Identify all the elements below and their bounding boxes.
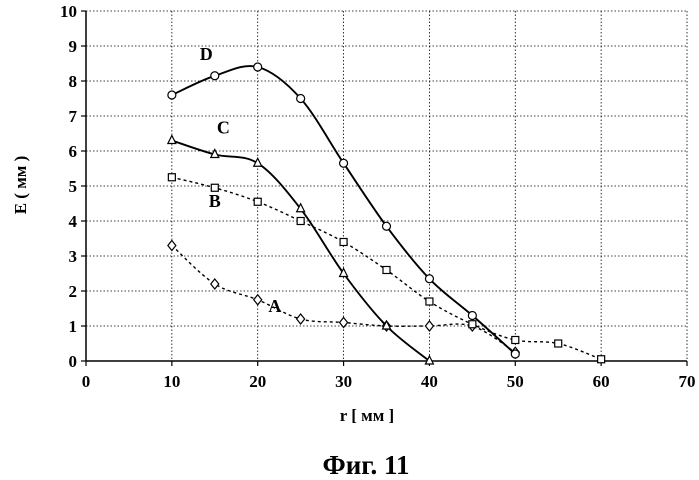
series-d-point	[340, 159, 348, 167]
series-d-point	[168, 91, 176, 99]
series-a-point	[254, 295, 262, 305]
tick-labels: 0 1 2 3 4 5 6 7 8 9 10 0 10 20 30 40 50 60 70	[60, 2, 696, 391]
series-a-point	[168, 241, 176, 251]
x-tick-label: 70	[679, 372, 696, 391]
series-d-point	[511, 350, 519, 358]
series-markers	[168, 63, 605, 364]
series-b-point	[383, 267, 390, 274]
series-b-point	[340, 239, 347, 246]
y-tick-label: 6	[69, 142, 78, 161]
y-axis-label: E ( мм )	[11, 156, 30, 215]
series-c-point	[168, 136, 176, 144]
series-d-point	[425, 275, 433, 283]
series-d-label: D	[200, 44, 213, 64]
series-d-point	[468, 312, 476, 320]
gridlines	[86, 11, 687, 361]
y-tick-label: 3	[69, 247, 78, 266]
x-tick-label: 50	[507, 372, 524, 391]
figure-caption: Фиг. 11	[323, 450, 410, 480]
series-a-point	[297, 314, 305, 324]
series-b-point	[254, 198, 261, 205]
series-b-point	[598, 356, 605, 363]
y-tick-label: 8	[69, 72, 78, 91]
x-tick-label: 0	[82, 372, 91, 391]
y-tick-label: 2	[69, 282, 78, 301]
x-tick-label: 60	[593, 372, 610, 391]
series-b-label: B	[209, 191, 221, 211]
y-tick-label: 7	[69, 107, 78, 126]
series-a-point	[211, 279, 219, 289]
series-b-point	[555, 340, 562, 347]
series-a-label: A	[268, 296, 281, 316]
series-labels: A B C D	[200, 44, 282, 316]
y-tick-label: 5	[69, 177, 78, 196]
y-tick-label: 10	[60, 2, 77, 21]
x-tick-label: 30	[335, 372, 352, 391]
x-tick-label: 10	[163, 372, 180, 391]
y-tick-label: 0	[69, 352, 78, 371]
series-c-label: C	[217, 118, 230, 138]
series-d-point	[254, 63, 262, 71]
x-tick-label: 40	[421, 372, 438, 391]
y-tick-label: 9	[69, 37, 78, 56]
series-b-point	[512, 337, 519, 344]
y-tick-label: 1	[69, 317, 78, 336]
series-b-point	[168, 174, 175, 181]
series-d-point	[211, 72, 219, 80]
series-b-point	[297, 218, 304, 225]
series-lines	[172, 66, 601, 361]
series-a-point	[425, 321, 433, 331]
x-tick-label: 20	[249, 372, 266, 391]
series-b-point	[469, 321, 476, 328]
x-axis-label: r [ мм ]	[340, 406, 394, 425]
y-tick-label: 4	[69, 212, 78, 231]
series-c-line	[172, 141, 430, 362]
series-d-point	[297, 95, 305, 103]
series-d-point	[383, 222, 391, 230]
series-b-point	[426, 298, 433, 305]
